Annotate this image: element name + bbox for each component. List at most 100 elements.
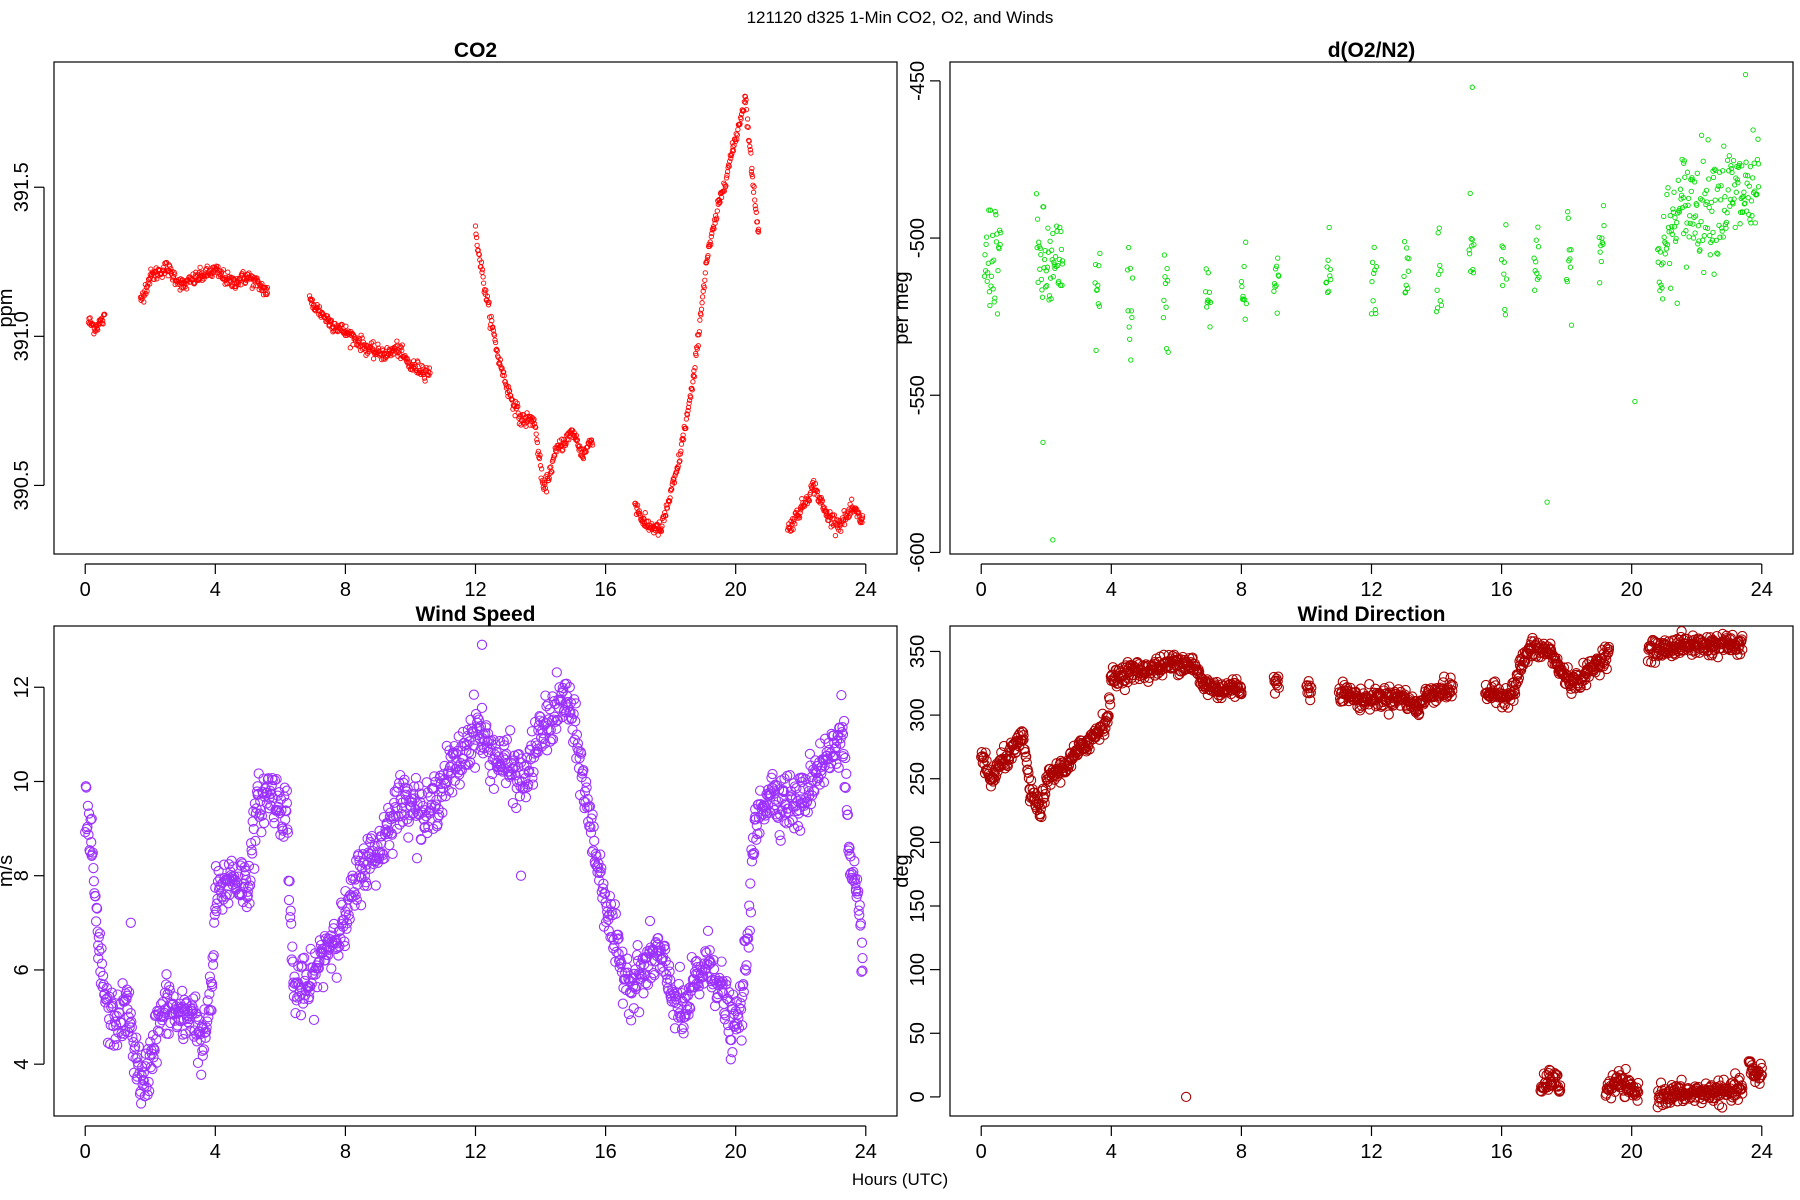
wind-speed-data-point [313,957,324,968]
o2n2-data-point [1437,298,1443,304]
wind-speed-data-point [855,918,867,929]
wind-speed-data-point [203,1012,214,1023]
o2n2-data-point [1327,273,1333,279]
o2n2-data-point [1672,238,1679,244]
wind-speed-data-point [433,804,444,815]
wind-speed-data-point [454,779,465,790]
o2n2-x-tick-label: 0 [976,579,987,601]
wind-speed-data-point [349,900,360,911]
wind-speed-data-point [276,805,287,816]
wind-speed-data-point [402,783,413,794]
co2-x-tick-label: 0 [80,579,91,601]
wind-speed-data-point [249,863,260,874]
wind-speed-data-point [751,820,762,831]
o2n2-x-tick-label: 20 [1621,579,1643,601]
wind-speed-data-point [726,1034,737,1046]
wind-speed-data-point [594,867,605,879]
wind-speed-data-point [719,1008,730,1019]
o2n2-data-point [1709,237,1716,243]
wind-speed-data-point [638,988,649,999]
wind-speed-data-point [798,783,809,794]
o2n2-data-point [1755,184,1762,190]
wind-speed-data-point [254,808,265,819]
o2n2-data-point [1565,209,1571,215]
o2n2-data-point [1568,322,1575,328]
wind-speed-data-point [399,774,410,785]
o2n2-data-point [1274,310,1280,316]
o2n2-data-point [1600,241,1606,247]
wind-direction-data-point [1305,687,1316,698]
o2n2-data-point [1672,214,1678,221]
co2-data-point [578,445,584,452]
wind-direction-data-point [1023,773,1035,784]
o2n2-data-point [1041,256,1048,263]
wind-direction-data-point [1190,661,1202,672]
co2-data-point [426,365,433,371]
o2n2-data-point [1685,202,1691,208]
wind-direction-data-point [1488,677,1499,688]
wind-speed-data-point [97,981,108,993]
wind-speed-data-point [570,698,581,709]
o2n2-data-point [1126,244,1132,251]
wind-speed-data-point [82,821,93,833]
co2-data-point [343,323,349,329]
wind-speed-data-point [664,966,675,977]
wind-speed-data-point [625,1015,637,1026]
wind-direction-data-point [1306,682,1317,693]
wind-speed-data-point [857,965,868,976]
wind-speed-data-point [643,960,654,972]
wind-direction-data-point [1303,676,1314,687]
wind-speed-data-point [308,1014,320,1026]
o2n2-data-point [1704,225,1711,231]
o2n2-data-point [1470,266,1476,273]
wind-speed-data-point [202,995,213,1006]
figure-xlabel: Hours (UTC) [852,1170,948,1189]
wind-direction-data-point [1509,684,1520,696]
wind-speed-data-point [849,856,860,867]
wind-speed-data-point [255,804,266,816]
co2-data-point [856,509,862,515]
wind-speed-data-point [839,781,850,793]
co2-data-point [813,487,820,493]
o2n2-data-point [1436,225,1442,231]
o2n2-data-point [1243,239,1249,245]
wind-direction-data-point [1066,761,1077,772]
o2n2-data-point [1047,238,1053,244]
o2n2-data-point [1371,270,1377,276]
o2n2-data-point [1723,219,1730,226]
wind-direction-data-point [1273,671,1284,682]
wind-speed-data-point [151,1057,162,1068]
wind-direction-data-point [1552,653,1563,664]
wind-speed-plot-frame [53,625,898,1117]
o2n2-data-point [1438,302,1445,308]
wind-speed-data-point [676,1023,688,1035]
o2n2-data-point [1707,252,1713,258]
o2n2-data-point [1706,176,1712,182]
wind-speed-data-point [357,849,368,860]
o2n2-data-point [1369,278,1375,285]
wind-speed-data-point [247,848,258,859]
co2-data-point [714,208,720,214]
o2n2-data-point [1703,201,1709,208]
co2-data-point [754,219,761,225]
wind-speed-data-point [779,773,790,784]
co2-data-point [693,352,699,359]
co2-y-tick-label: 391.0 [11,311,33,361]
o2n2-data-point [1720,234,1726,240]
wind-speed-data-point [83,808,95,819]
wind-direction-y-tick-label: 50 [907,1022,929,1044]
wind-speed-data-point [705,957,716,969]
o2n2-y-tick-label: -550 [907,375,929,415]
o2n2-data-point [1657,249,1664,255]
o2n2-data-point [1471,242,1477,248]
co2-data-point [747,143,753,150]
o2n2-data-point [988,273,995,279]
co2-data-point [480,274,486,280]
co2-data-point [792,521,798,527]
wind-direction-data-point [1513,672,1525,684]
wind-direction-data-point [1400,684,1411,696]
wind-speed-data-point [547,734,559,745]
co2-data-point [737,121,743,127]
wind-direction-y-tick-label: 200 [907,826,929,859]
o2n2-data-point [1565,215,1571,221]
